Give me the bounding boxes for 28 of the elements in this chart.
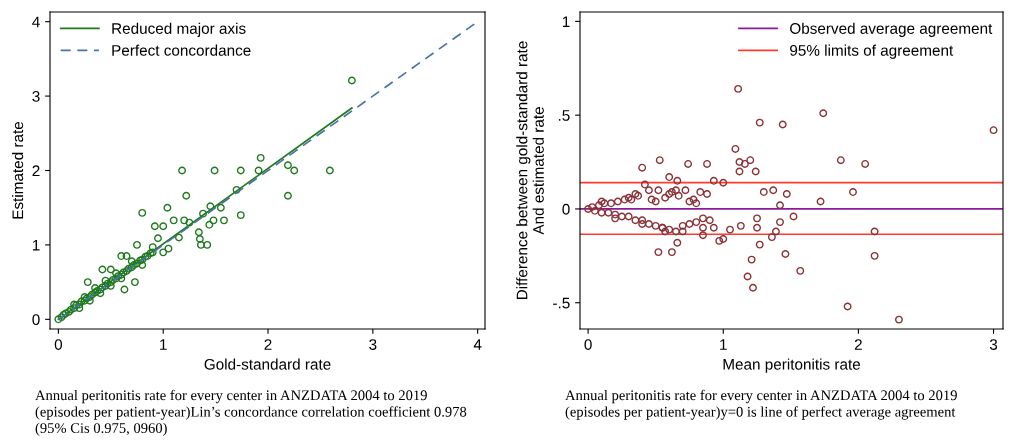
x-tick-label: 2 bbox=[264, 339, 272, 350]
text: Annual peritonitis rate for every center in ANZDATA 2004 to 2019 (episodes per patient-year)Lin’s concordance correlation coefficient 0.978 (95% Cis 0.975, 0960) bbox=[35, 389, 467, 436]
y-tick-label: 1 bbox=[562, 16, 570, 27]
x-tick-label: 0 bbox=[54, 339, 63, 350]
x-tick-label: 0 bbox=[584, 339, 592, 350]
x-tick-label: 3 bbox=[369, 339, 377, 350]
text: Annual peritonitis rate for every center in ANZDATA 2004 to 2019 (episodes per patient-year)y=0 is line of perfect average agreement bbox=[565, 389, 957, 420]
y-tick-label: 3 bbox=[32, 90, 40, 102]
y-tick-label: 2 bbox=[32, 165, 40, 177]
legend-label: Observed average agreement bbox=[790, 22, 993, 37]
y-tick-label: -.5 bbox=[553, 297, 570, 309]
x-tick-label: 4 bbox=[473, 339, 482, 350]
x-tick-label: 1 bbox=[720, 339, 727, 350]
legend-label: 95% limits of agreement bbox=[790, 44, 954, 59]
legend-label: Reduced major axis bbox=[112, 22, 246, 37]
x-axis-title: Mean peritonitis rate bbox=[723, 358, 861, 373]
x-tick-label: 1 bbox=[160, 339, 167, 350]
y-axis-title: Difference between gold-standard rate And estimated rate bbox=[516, 41, 544, 300]
x-tick-label: 2 bbox=[854, 339, 862, 350]
y-axis-title: Estimated rate bbox=[11, 121, 24, 219]
x-tick-label: 3 bbox=[989, 339, 998, 350]
y-tick-label: 4 bbox=[32, 16, 40, 28]
y-tick-label: 1 bbox=[32, 239, 40, 251]
y-tick-label: .5 bbox=[558, 110, 570, 121]
x-axis-title: Gold-standard rate bbox=[204, 358, 331, 370]
y-tick-label: 0 bbox=[562, 203, 570, 215]
y-tick-label: 0 bbox=[32, 314, 40, 326]
legend-label: Perfect concordance bbox=[112, 44, 251, 56]
